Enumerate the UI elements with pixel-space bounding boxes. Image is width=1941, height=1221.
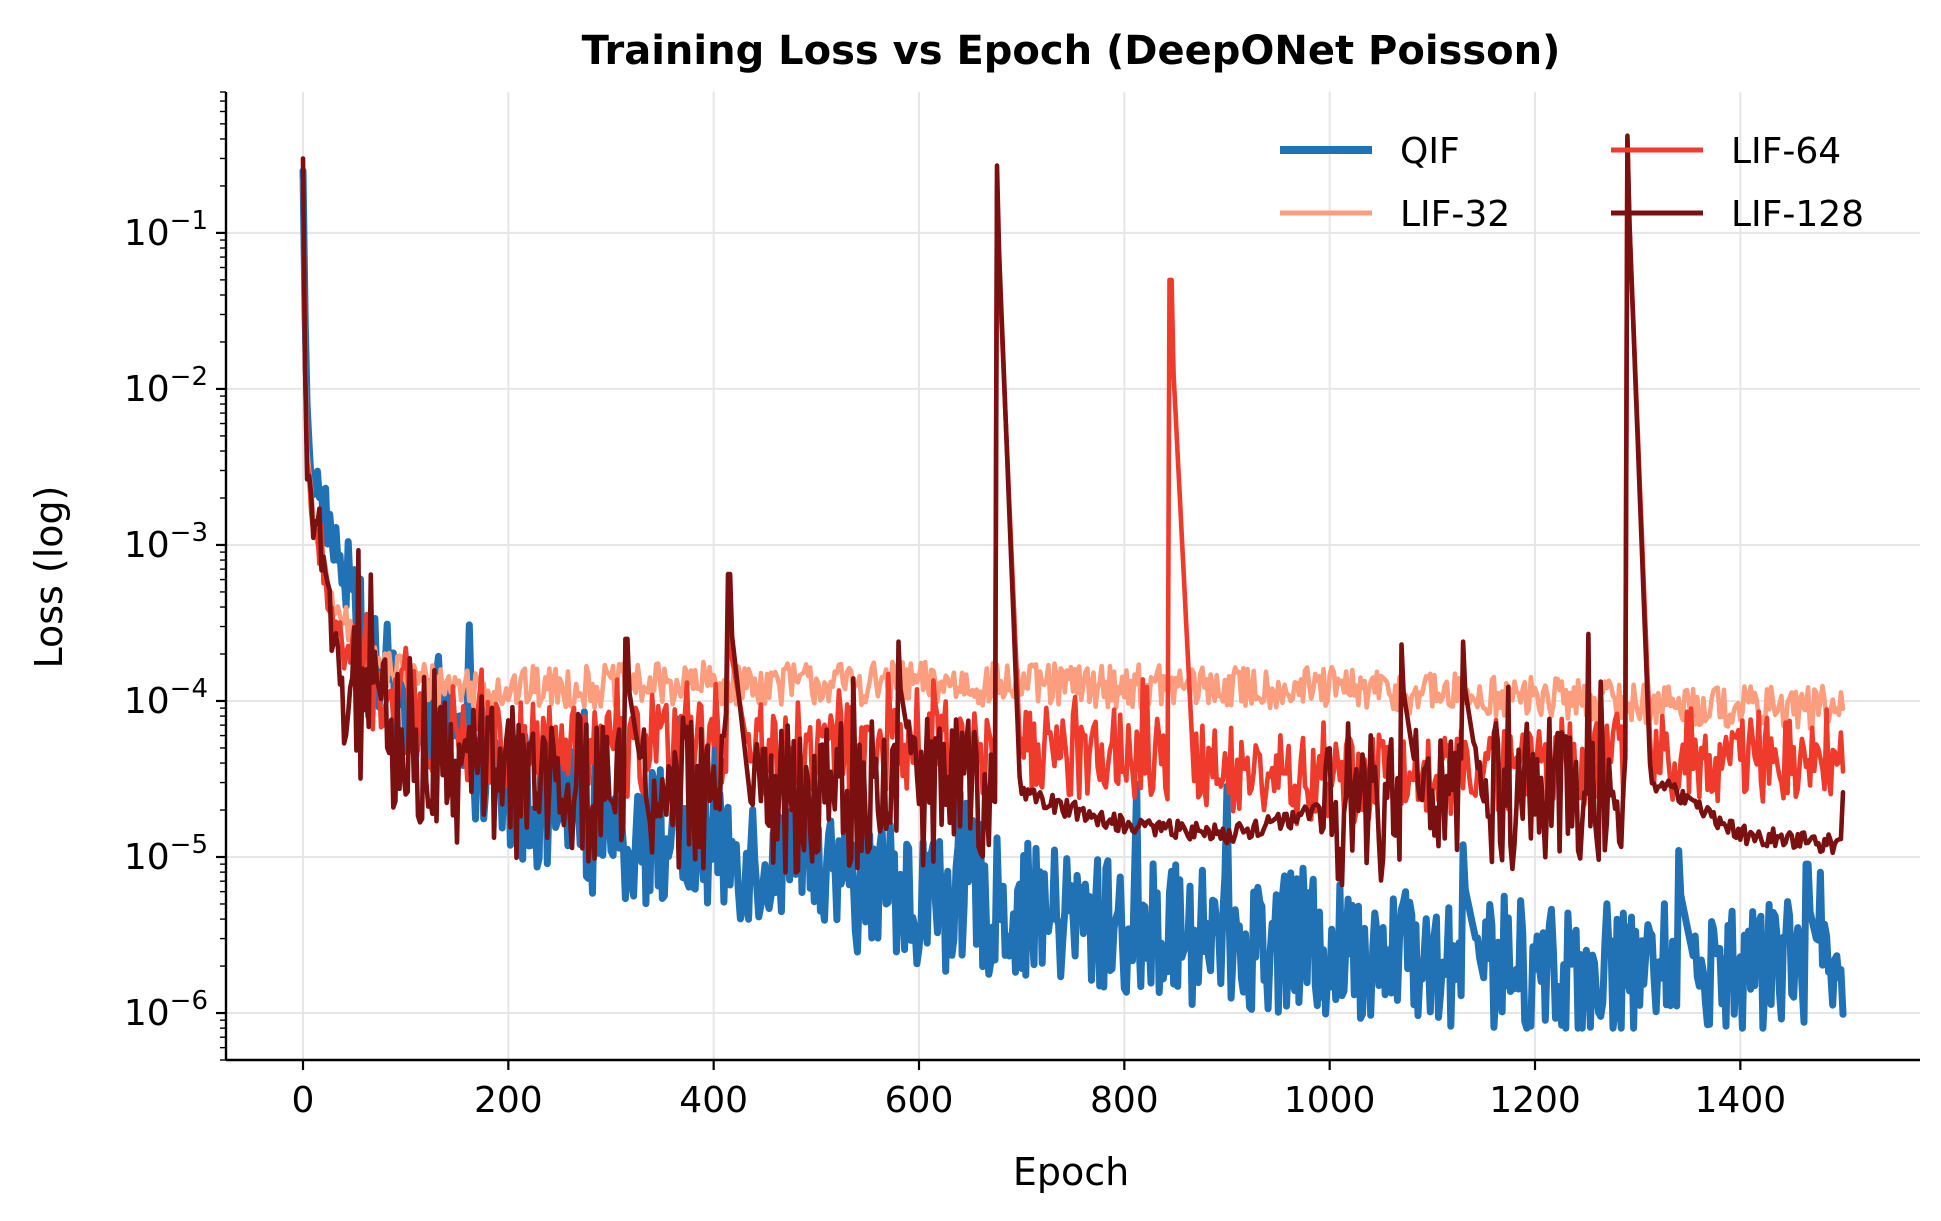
series-layer — [299, 133, 1847, 1032]
legend-label-lif-32: LIF-32 — [1400, 194, 1510, 235]
y-axis-label: Loss (log) — [27, 485, 71, 668]
chart-title: Training Loss vs Epoch (DeepONet Poisson… — [582, 28, 1561, 74]
y-tick-label: 10−6 — [124, 986, 208, 1034]
y-ticks: 10−1 10−2 10−3 10−4 10−5 10−6 — [124, 91, 226, 1061]
y-tick-label: 10−3 — [124, 518, 208, 566]
legend-label-lif-64: LIF-64 — [1731, 131, 1841, 172]
x-axis-label: Epoch — [1013, 1150, 1129, 1194]
x-tick-label: 1400 — [1695, 1080, 1787, 1121]
x-tick-label: 0 — [292, 1080, 315, 1121]
y-tick-label: 10−5 — [124, 830, 208, 878]
x-tick-label: 400 — [679, 1080, 748, 1121]
y-tick-label: 10−2 — [124, 362, 208, 410]
series-line-lif-128 — [300, 133, 1846, 888]
x-tick-label: 1000 — [1284, 1080, 1376, 1121]
legend-label-qif: QIF — [1400, 131, 1460, 172]
legend-label-lif-128: LIF-128 — [1731, 194, 1864, 235]
legend: QIF LIF-32 LIF-64 LIF-128 — [1280, 131, 1864, 235]
series-line-qif — [299, 167, 1847, 1032]
y-tick-label: 10−4 — [124, 674, 208, 722]
x-tick-label: 800 — [1090, 1080, 1159, 1121]
y-tick-label: 10−1 — [124, 206, 208, 254]
x-tick-label: 200 — [474, 1080, 543, 1121]
x-tick-label: 600 — [885, 1080, 954, 1121]
x-tick-label: 1200 — [1489, 1080, 1581, 1121]
x-ticks: 0 200 400 600 800 1000 1200 1400 — [292, 1060, 1787, 1121]
